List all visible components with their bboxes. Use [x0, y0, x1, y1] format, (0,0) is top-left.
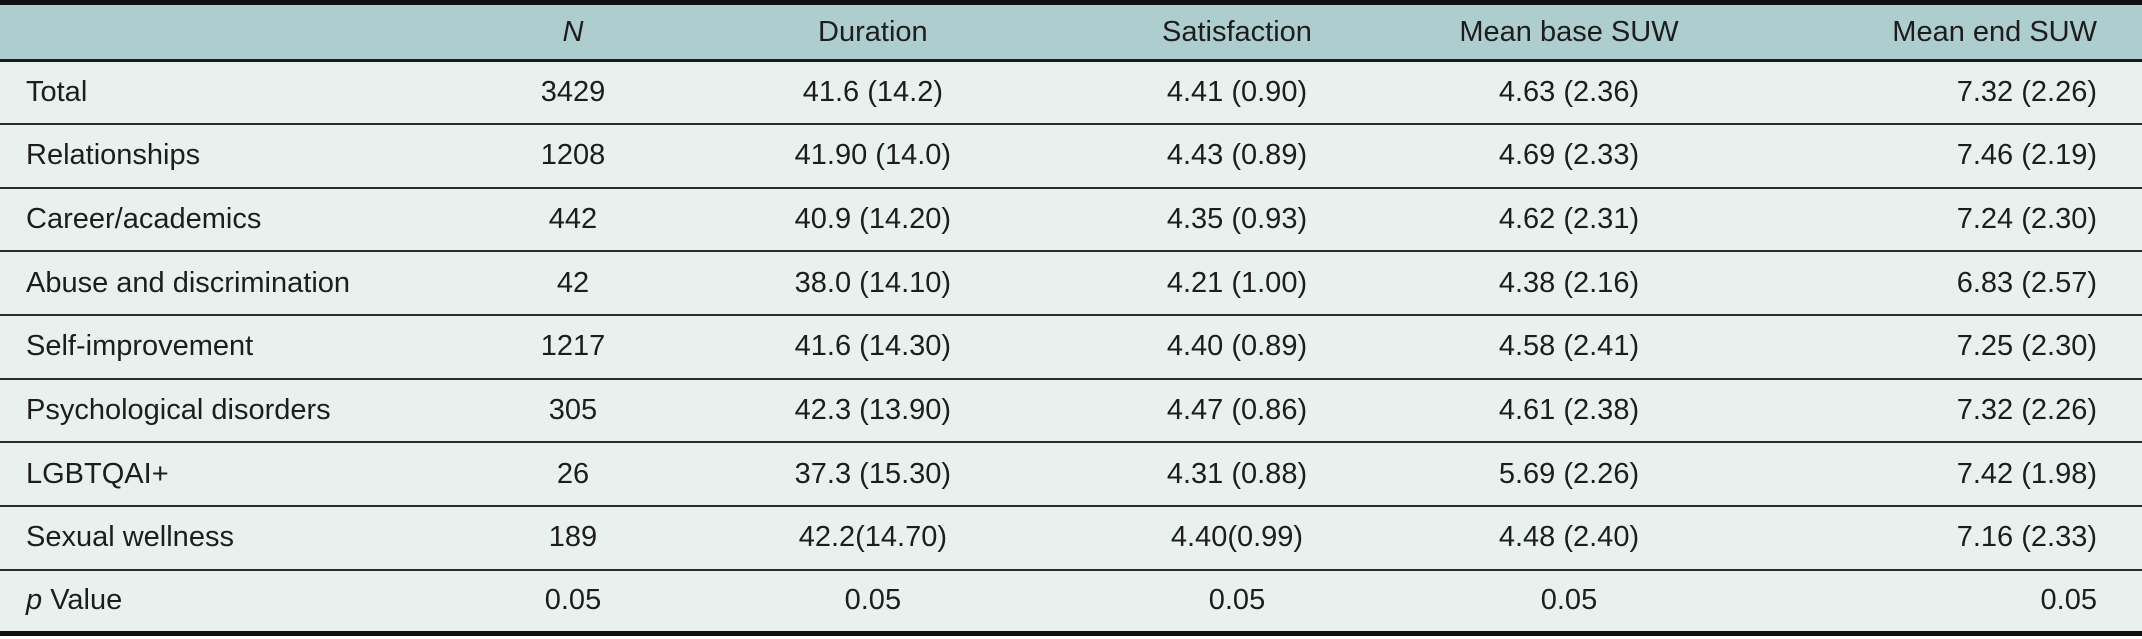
value-cell: 4.43 (0.89) [1070, 124, 1403, 189]
column-header [0, 2, 472, 62]
value-cell: 42.2(14.70) [674, 506, 1071, 571]
value-cell: 7.16 (2.33) [1734, 506, 2142, 571]
value-cell: 4.31 (0.88) [1070, 442, 1403, 508]
value-cell: 5.69 (2.26) [1402, 442, 1735, 508]
row-label: Value [42, 584, 123, 617]
value-cell: 4.41 (0.90) [1070, 60, 1403, 126]
row-label: Relationships [26, 139, 201, 172]
value-cell: 4.61 (2.38) [1402, 378, 1735, 444]
row-label-cell: p Value [0, 570, 471, 634]
row-label: LGBTQAI+ [26, 457, 169, 490]
row-label-cell: LGBTQAI+ [0, 442, 472, 508]
value-cell: 442 [471, 187, 675, 253]
column-header: Duration [674, 2, 1071, 62]
row-label-cell: Psychological disorders [0, 378, 472, 444]
value-cell: 7.46 (2.19) [1734, 124, 2142, 189]
value-cell: 42.3 (13.90) [674, 378, 1071, 444]
column-header-label: Duration [818, 15, 928, 48]
value-cell: 41.6 (14.30) [674, 315, 1071, 380]
value-cell: 42 [471, 251, 675, 317]
row-label-cell: Total [0, 60, 472, 126]
value-cell: 7.42 (1.98) [1734, 442, 2142, 508]
column-header-label: Satisfaction [1162, 15, 1312, 48]
table-row: Self-improvement 1217 41.6 (14.30) 4.40 (0.… [0, 315, 2142, 380]
value-cell: 4.35 (0.93) [1070, 187, 1403, 253]
value-cell: 41.90 (14.0) [674, 124, 1071, 189]
value-cell: 4.63 (2.36) [1402, 60, 1735, 126]
column-header: Mean end SUW [1734, 2, 2142, 62]
value-cell: 3429 [471, 60, 675, 126]
table-row: p Value 0.05 0.05 0.05 0.05 0.05 [0, 570, 2142, 634]
table-row: Abuse and discrimination 42 38.0 (14.10) 4.… [0, 251, 2142, 317]
value-cell: 37.3 (15.30) [674, 442, 1071, 508]
value-cell: 4.48 (2.40) [1402, 506, 1735, 571]
table-row: Career/academics 442 40.9 (14.20) 4.35 (0.9… [0, 187, 2142, 253]
row-label: Sexual wellness [26, 521, 234, 554]
value-cell: 6.83 (2.57) [1734, 251, 2142, 317]
value-cell: 26 [471, 442, 675, 508]
value-cell: 7.24 (2.30) [1734, 187, 2142, 253]
value-cell: 7.32 (2.26) [1734, 60, 2142, 126]
row-label-italic-part: p [26, 584, 43, 617]
value-cell: 305 [471, 378, 675, 444]
value-cell: 4.40(0.99) [1070, 506, 1403, 571]
value-cell: 4.69 (2.33) [1402, 124, 1735, 189]
row-label: Total [26, 76, 88, 109]
row-label: Abuse and discrimination [26, 266, 351, 299]
row-label-cell: Sexual wellness [0, 506, 472, 571]
value-cell: 40.9 (14.20) [674, 187, 1071, 253]
value-cell: 1208 [471, 124, 675, 189]
value-cell: 0.05 [844, 584, 902, 617]
value-cell: 0.05 [2040, 584, 2097, 617]
value-cell: 189 [471, 506, 675, 571]
value-cell: 4.47 (0.86) [1070, 378, 1403, 444]
table-header: N Duration Satisfaction Mean base SUW Mean e… [0, 2, 2142, 62]
row-label-cell: Career/academics [0, 187, 472, 253]
row-label-cell: Abuse and discrimination [0, 251, 472, 317]
column-header: Satisfaction [1070, 2, 1403, 62]
table-row: Sexual wellness 189 42.2(14.70) 4.40(0.99) 4… [0, 506, 2142, 571]
value-cell: 4.21 (1.00) [1070, 251, 1403, 317]
column-header-italic-part: N [562, 15, 584, 48]
value-cell: 7.32 (2.26) [1734, 378, 2142, 444]
table-row: Relationships 1208 41.90 (14.0) 4.43 (0.89)… [0, 124, 2142, 189]
column-header-label: Mean end SUW [1892, 15, 2097, 48]
row-label: Self-improvement [26, 330, 254, 363]
value-cell: 4.58 (2.41) [1402, 315, 1735, 380]
value-cell: 4.40 (0.89) [1070, 315, 1403, 380]
value-cell: 4.62 (2.31) [1402, 187, 1735, 253]
value-cell: 41.6 (14.2) [674, 60, 1071, 126]
table-row: LGBTQAI+ 26 37.3 (15.30) 4.31 (0.88) 5.69 (2… [0, 442, 2142, 508]
row-label-cell: Relationships [0, 124, 472, 189]
row-label: Psychological disorders [26, 394, 331, 427]
value-cell: 7.25 (2.30) [1734, 315, 2142, 380]
row-label: Career/academics [26, 203, 262, 236]
value-cell: 1217 [471, 315, 675, 380]
row-label-cell: Self-improvement [0, 315, 472, 380]
value-cell: 0.05 [544, 584, 602, 617]
value-cell: 4.38 (2.16) [1402, 251, 1735, 317]
table-body: Total 3429 41.6 (14.2) 4.41 (0.90) 4.63 (2.3… [0, 60, 2142, 634]
header-row: N Duration Satisfaction Mean base SUW Mean e… [0, 2, 2142, 62]
table-row: Psychological disorders 305 42.3 (13.90) 4.… [0, 378, 2142, 444]
column-header-label: Mean base SUW [1459, 15, 1679, 48]
value-cell: 0.05 [1540, 584, 1598, 617]
value-cell: 38.0 (14.10) [674, 251, 1071, 317]
table-row: Total 3429 41.6 (14.2) 4.41 (0.90) 4.63 (2.3… [0, 60, 2142, 126]
column-header: Mean base SUW [1402, 2, 1735, 62]
column-header: N [471, 2, 675, 62]
value-cell: 0.05 [1208, 584, 1266, 617]
